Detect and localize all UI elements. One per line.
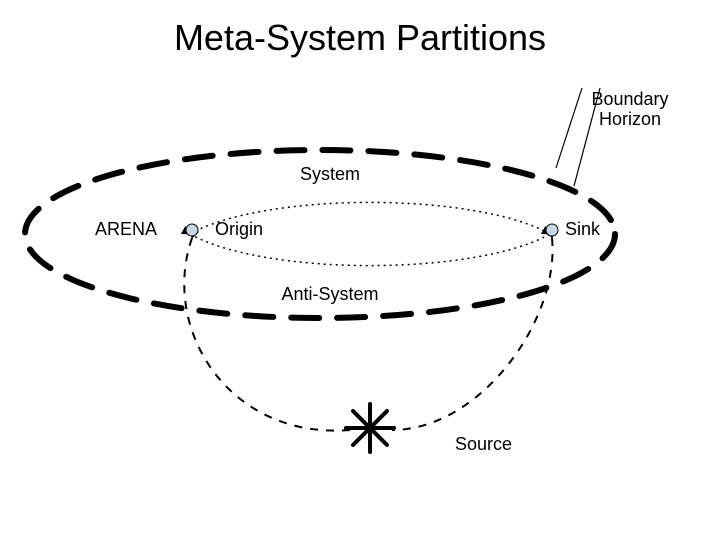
sink-node [546, 224, 558, 236]
canvas-bg [0, 0, 720, 540]
label-anti-system: Anti-System [281, 284, 378, 304]
label-system: System [300, 164, 360, 184]
label-source: Source [455, 434, 512, 454]
origin-node [186, 224, 198, 236]
label-arena: ARENA [95, 219, 157, 239]
label-origin: Origin [215, 219, 263, 239]
label-boundary-horizon-2: Horizon [599, 109, 661, 129]
source-star [346, 404, 394, 452]
diagram-title: Meta-System Partitions [174, 17, 546, 58]
label-boundary-horizon-1: Boundary [591, 89, 668, 109]
label-sink: Sink [565, 219, 601, 239]
